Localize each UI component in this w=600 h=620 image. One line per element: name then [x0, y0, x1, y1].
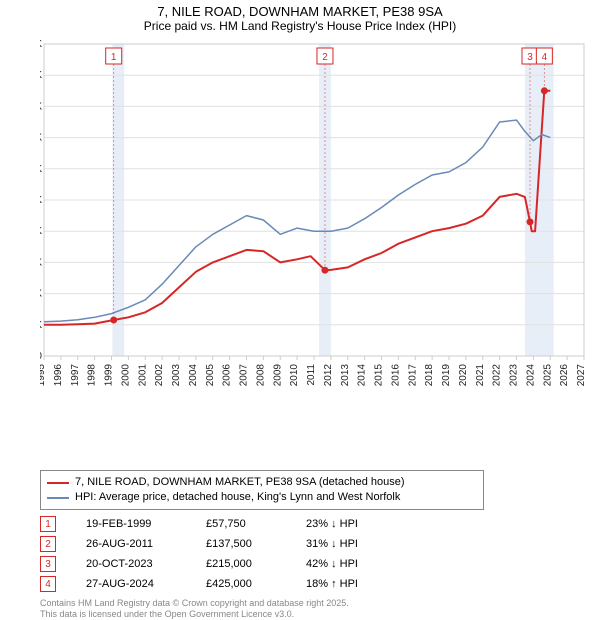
sale-marker: 3	[40, 556, 56, 572]
svg-text:2017: 2017	[407, 364, 418, 387]
svg-text:1: 1	[111, 52, 117, 63]
svg-text:2023: 2023	[509, 364, 520, 387]
svg-text:2009: 2009	[272, 364, 283, 387]
svg-text:£50K: £50K	[40, 320, 42, 331]
sales-table: 1 19-FEB-1999 £57,750 23% ↓ HPI 2 26-AUG-2011…	[40, 514, 396, 594]
legend-row: 7, NILE ROAD, DOWNHAM MARKET, PE38 9SA (…	[47, 475, 477, 490]
sale-diff: 18% ↑ HPI	[306, 578, 396, 590]
svg-text:2002: 2002	[154, 364, 165, 387]
sale-date: 19-FEB-1999	[86, 518, 176, 530]
legend-box: 7, NILE ROAD, DOWNHAM MARKET, PE38 9SA (…	[40, 470, 484, 510]
svg-text:1996: 1996	[53, 364, 64, 387]
svg-text:2015: 2015	[374, 364, 385, 387]
chart-svg: £0 £50K £100K £150K £200K £250K £300K £350K £400…	[40, 40, 588, 410]
sale-marker: 4	[40, 576, 56, 592]
sale-price: £137,500	[206, 538, 276, 550]
svg-text:£450K: £450K	[40, 70, 42, 81]
svg-text:2010: 2010	[289, 364, 300, 387]
svg-text:2024: 2024	[525, 364, 536, 387]
legend-row: HPI: Average price, detached house, King…	[47, 490, 477, 505]
legend-swatch	[47, 497, 69, 499]
svg-text:1999: 1999	[104, 364, 115, 387]
svg-text:1998: 1998	[87, 364, 98, 387]
svg-text:2016: 2016	[390, 364, 401, 387]
sale-diff: 31% ↓ HPI	[306, 538, 396, 550]
sales-row: 2 26-AUG-2011 £137,500 31% ↓ HPI	[40, 534, 396, 554]
chart-title: 7, NILE ROAD, DOWNHAM MARKET, PE38 9SA	[0, 4, 600, 19]
sales-row: 4 27-AUG-2024 £425,000 18% ↑ HPI	[40, 574, 396, 594]
svg-text:2026: 2026	[559, 364, 570, 387]
sales-row: 1 19-FEB-1999 £57,750 23% ↓ HPI	[40, 514, 396, 534]
sale-diff: 42% ↓ HPI	[306, 558, 396, 570]
svg-text:2003: 2003	[171, 364, 182, 387]
sale-price: £425,000	[206, 578, 276, 590]
sale-marker: 2	[40, 536, 56, 552]
svg-text:2014: 2014	[357, 364, 368, 387]
sale-marker: 1	[40, 516, 56, 532]
svg-text:1995: 1995	[40, 364, 47, 387]
svg-text:1997: 1997	[70, 364, 81, 387]
svg-text:2027: 2027	[576, 364, 587, 387]
svg-text:£500K: £500K	[40, 40, 42, 50]
svg-text:2020: 2020	[458, 364, 469, 387]
svg-text:£300K: £300K	[40, 164, 42, 175]
sales-row: 3 20-OCT-2023 £215,000 42% ↓ HPI	[40, 554, 396, 574]
svg-text:2012: 2012	[323, 364, 334, 387]
svg-text:£400K: £400K	[40, 101, 42, 112]
svg-text:£350K: £350K	[40, 133, 42, 144]
svg-text:2008: 2008	[255, 364, 266, 387]
svg-text:2021: 2021	[475, 364, 486, 387]
legend-swatch	[47, 482, 69, 484]
chart-subtitle: Price paid vs. HM Land Registry's House …	[0, 19, 600, 33]
svg-text:2004: 2004	[188, 364, 199, 387]
svg-text:£250K: £250K	[40, 195, 42, 206]
footer-attribution: Contains HM Land Registry data © Crown c…	[40, 598, 349, 620]
svg-text:£150K: £150K	[40, 257, 42, 268]
titles: 7, NILE ROAD, DOWNHAM MARKET, PE38 9SA P…	[0, 0, 600, 33]
legend-label: 7, NILE ROAD, DOWNHAM MARKET, PE38 9SA (…	[75, 475, 405, 490]
svg-text:2013: 2013	[340, 364, 351, 387]
svg-text:£200K: £200K	[40, 226, 42, 237]
sale-date: 26-AUG-2011	[86, 538, 176, 550]
svg-text:2007: 2007	[239, 364, 250, 387]
svg-text:2001: 2001	[137, 364, 148, 387]
footer-line2: This data is licensed under the Open Gov…	[40, 609, 349, 620]
svg-text:£0: £0	[40, 351, 42, 362]
sale-price: £215,000	[206, 558, 276, 570]
footer-line1: Contains HM Land Registry data © Crown c…	[40, 598, 349, 609]
svg-text:2022: 2022	[492, 364, 503, 387]
sale-price: £57,750	[206, 518, 276, 530]
svg-text:2025: 2025	[542, 364, 553, 387]
chart-container: 7, NILE ROAD, DOWNHAM MARKET, PE38 9SA P…	[0, 0, 600, 620]
svg-text:2018: 2018	[424, 364, 435, 387]
sale-diff: 23% ↓ HPI	[306, 518, 396, 530]
svg-text:2: 2	[322, 52, 328, 63]
svg-text:2019: 2019	[441, 364, 452, 387]
svg-text:2011: 2011	[306, 364, 317, 386]
svg-text:2005: 2005	[205, 364, 216, 387]
svg-text:2006: 2006	[222, 364, 233, 387]
svg-text:4: 4	[542, 52, 548, 63]
sale-date: 27-AUG-2024	[86, 578, 176, 590]
sale-date: 20-OCT-2023	[86, 558, 176, 570]
legend-label: HPI: Average price, detached house, King…	[75, 490, 400, 505]
svg-text:3: 3	[527, 52, 533, 63]
svg-text:£100K: £100K	[40, 289, 42, 300]
svg-text:2000: 2000	[120, 364, 131, 387]
